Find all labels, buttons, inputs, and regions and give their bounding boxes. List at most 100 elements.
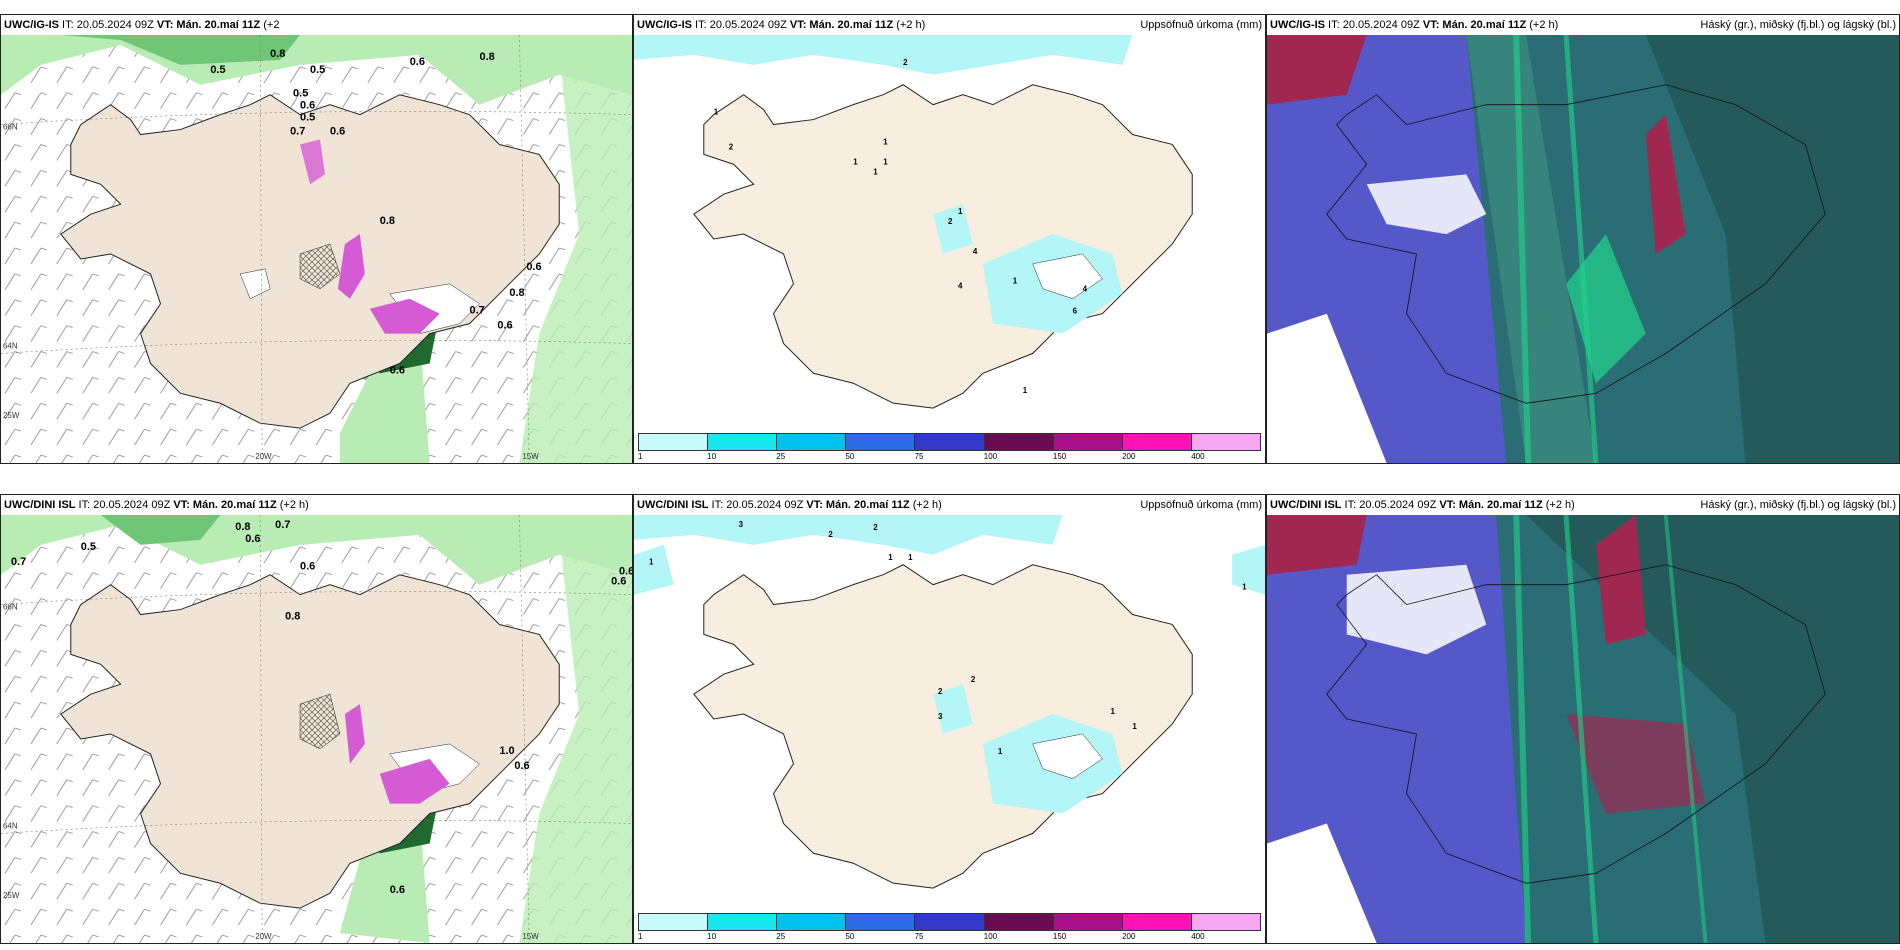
precip-value: 1	[888, 553, 893, 562]
colorbar-tick: 400	[1191, 452, 1205, 461]
precip-value: 1	[873, 167, 878, 176]
panel-wind-bottom: UWC/DINI ISL IT: 20.05.2024 09Z VT: Mán.…	[0, 494, 633, 944]
precip-value: 1	[1242, 583, 1247, 592]
panel-header: UWC/IG-IS IT: 20.05.2024 09Z VT: Mán. 20…	[1, 15, 632, 35]
wind-value: 0.6	[330, 126, 345, 138]
panel-precip-bottom: UWC/DINI ISL IT: 20.05.2024 09Z VT: Mán.…	[633, 494, 1266, 944]
colorbar-tick: 400	[1191, 932, 1205, 941]
wind-value: 0.8	[285, 611, 300, 623]
precip-value: 1	[883, 137, 888, 146]
precip-value: 3	[739, 520, 744, 529]
precip-value: 2	[873, 523, 878, 532]
colorbar-tick: 50	[845, 452, 855, 461]
valid-time: VT: Mán. 20.maí 11Z	[173, 499, 277, 511]
precip-value: 1	[1013, 277, 1018, 286]
wind-value: 0.6	[514, 760, 529, 772]
precip-value: 1	[649, 558, 654, 567]
colorbar-tick: 10	[707, 932, 717, 941]
precip-colorbar: 1 10 25 50 75 100 150 200 400	[638, 433, 1261, 461]
lat-label: 64N	[3, 342, 18, 351]
precip-value: 1	[1132, 722, 1137, 731]
precip-value: 1	[714, 108, 719, 117]
cloud-map	[1267, 35, 1899, 463]
lon-label: 15W	[522, 452, 539, 461]
precip-values: 3 2 2 1 1 1 2 2 3 1 1 1 1	[649, 520, 1247, 756]
wind-value: 0.8	[235, 521, 250, 533]
init-time: IT: 20.05.2024 09Z	[59, 19, 157, 31]
colorbar-swatch	[984, 434, 1054, 450]
lon-label: 25W	[3, 411, 20, 420]
panel-header: UWC/DINI ISL IT: 20.05.2024 09Z VT: Mán.…	[1, 495, 632, 515]
precip-value: 1	[1023, 386, 1028, 395]
model-name: UWC/IG-IS	[1270, 19, 1325, 31]
valid-time: VT: Mán. 20.maí 11Z	[806, 499, 910, 511]
precip-value: 2	[903, 58, 908, 67]
colorbar-swatch	[708, 434, 778, 450]
field-title: Uppsöfnuð úrkoma (mm)	[1140, 19, 1262, 31]
wind-value: 0.6	[300, 561, 315, 573]
wind-values: 0.5 0.8 0.5 0.6 0.8 0.5 0.6 0.7 0.8 0.6 …	[210, 48, 541, 377]
wind-value: 0.6	[526, 261, 541, 273]
colorbar-tick: 150	[1052, 932, 1067, 941]
precip-map: 3 2 2 1 1 1 2 2 3 1 1 1 1	[634, 515, 1265, 911]
wind-value: 0.8	[380, 215, 395, 227]
precip-value: 2	[938, 687, 943, 696]
precip-value: 1	[1110, 707, 1115, 716]
colorbar-tick: 50	[845, 932, 855, 941]
lat-label: 66N	[3, 603, 18, 612]
init-time: IT: 20.05.2024 09Z	[75, 499, 174, 511]
wind-value: 0.6	[300, 100, 315, 112]
colorbar-tick: 25	[776, 932, 786, 941]
colorbar-tick: 150	[1052, 452, 1067, 461]
precip-value: 1	[958, 207, 963, 216]
colorbar-tick: 100	[983, 452, 998, 461]
init-time: IT: 20.05.2024 09Z	[692, 19, 790, 31]
precip-value: 3	[938, 712, 943, 721]
colorbar-tick: 1	[638, 452, 643, 461]
cloud-map	[1267, 515, 1899, 943]
wind-value: 0.5	[210, 64, 225, 76]
lead-time: (+2 h)	[909, 499, 942, 511]
colorbar-swatch	[846, 434, 916, 450]
precip-value: 2	[971, 675, 976, 684]
colorbar-tick: 200	[1122, 932, 1136, 941]
precip-value: 2	[948, 217, 953, 226]
model-name: UWC/DINI ISL	[637, 499, 709, 511]
colorbar-swatch	[846, 914, 916, 930]
colorbar-tick: 25	[776, 452, 786, 461]
wind-value: 0.5	[81, 541, 96, 553]
colorbar-swatch	[915, 434, 985, 450]
colorbar-swatch	[708, 914, 778, 930]
colorbar-swatch	[1122, 434, 1192, 450]
precip-values: 2 1 1 2 1 1 1 1 2 4 4 1 4 6 1	[714, 58, 1088, 395]
lead-time: (+2	[260, 19, 280, 31]
colorbar-swatch	[639, 914, 709, 930]
wind-value: 0.7	[11, 556, 26, 568]
lon-label: 20W	[255, 452, 272, 461]
colorbar-swatch	[1191, 434, 1260, 450]
model-name: UWC/IG-IS	[4, 19, 59, 31]
wind-value: 0.6	[619, 566, 632, 578]
precip-value: 4	[958, 282, 963, 291]
colorbar-tick: 10	[707, 452, 717, 461]
init-time: IT: 20.05.2024 09Z	[1325, 19, 1423, 31]
field-title: Uppsöfnuð úrkoma (mm)	[1140, 499, 1262, 511]
wind-value: 0.7	[290, 126, 305, 138]
lon-label: 25W	[3, 891, 20, 900]
colorbar-tick: 100	[983, 932, 998, 941]
colorbar-swatch	[1191, 914, 1260, 930]
colorbar-tick: 75	[914, 932, 924, 941]
precip-value: 4	[973, 247, 978, 256]
wind-value: 0.5	[293, 88, 308, 100]
model-name: UWC/DINI ISL	[4, 499, 76, 511]
lead-time: (+2 h)	[893, 19, 926, 31]
panel-header: UWC/IG-IS IT: 20.05.2024 09Z VT: Mán. 20…	[634, 15, 1265, 35]
wind-values: 0.5 0.8 0.6 0.7 0.7 0.6 0.8 0.6 1.0 0.6 …	[11, 519, 632, 896]
wind-value: 0.5	[300, 112, 315, 124]
lon-label: 20W	[255, 932, 272, 941]
colorbar-swatches	[638, 433, 1261, 451]
panel-header: UWC/DINI ISL IT: 20.05.2024 09Z VT: Mán.…	[1267, 495, 1899, 515]
wind-value: 0.6	[410, 56, 425, 68]
colorbar-swatch	[915, 914, 985, 930]
lat-label: 66N	[3, 123, 18, 132]
